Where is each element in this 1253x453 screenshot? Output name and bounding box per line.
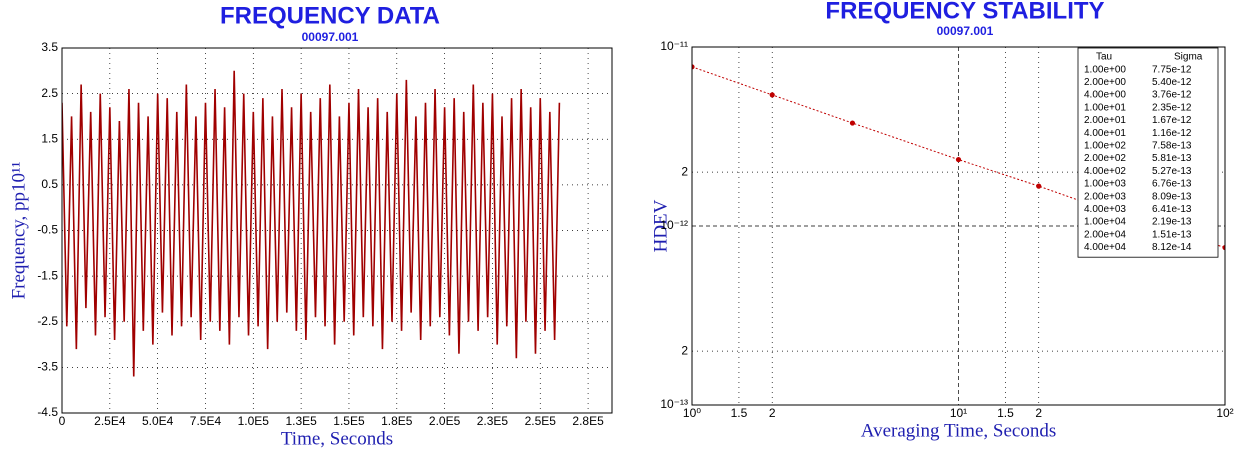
x-tick-label: 2 bbox=[1035, 406, 1042, 420]
table-sigma: 1.16e-12 bbox=[1152, 128, 1192, 139]
y-tick-label: 1.5 bbox=[41, 131, 58, 145]
plot-data bbox=[62, 70, 561, 377]
table-tau: 4.00e+04 bbox=[1084, 242, 1126, 253]
table-tau: 2.00e+04 bbox=[1084, 229, 1126, 240]
table-tau: 1.00e+02 bbox=[1084, 141, 1126, 152]
x-tick-label: 2 bbox=[769, 406, 776, 420]
table-tau: 1.00e+03 bbox=[1084, 179, 1126, 190]
x-tick-label: 2.0E5 bbox=[429, 414, 461, 428]
table-sigma: 6.41e-13 bbox=[1152, 204, 1192, 215]
data-point bbox=[1036, 183, 1042, 189]
x-tick-label: 2.5E5 bbox=[525, 414, 557, 428]
y-tick-label: 2 bbox=[681, 164, 688, 178]
y-axis-label: Frequency, pp10¹¹ bbox=[8, 161, 29, 299]
legend-table bbox=[1077, 47, 1219, 258]
y-tick-label: 10⁻¹³ bbox=[660, 397, 688, 411]
x-tick-label: 1.5 bbox=[731, 406, 748, 420]
table-tau: 4.00e+00 bbox=[1084, 90, 1126, 101]
y-tick-label: 10⁻¹¹ bbox=[660, 39, 688, 53]
x-tick-label: 7.5E4 bbox=[190, 414, 222, 428]
plot-frame bbox=[61, 47, 613, 414]
x-tick-label: 1.3E5 bbox=[285, 414, 317, 428]
x-axis-label: Averaging Time, Seconds bbox=[861, 420, 1056, 441]
data-point bbox=[1222, 244, 1225, 251]
y-tick-label: 2 bbox=[681, 343, 688, 357]
x-tick-label: 1.5E5 bbox=[333, 414, 365, 428]
table-sigma: 7.58e-13 bbox=[1152, 141, 1192, 152]
table-tau: 4.00e+02 bbox=[1084, 166, 1126, 177]
table-tau: 4.00e+01 bbox=[1084, 128, 1126, 139]
table-tau: 2.00e+00 bbox=[1084, 77, 1126, 88]
table-tau: 2.00e+02 bbox=[1084, 153, 1126, 164]
y-tick-label: -4.5 bbox=[37, 405, 58, 419]
data-point bbox=[849, 120, 856, 126]
y-tick-label: 3.5 bbox=[41, 40, 58, 54]
x-tick-label: 0 bbox=[59, 414, 66, 428]
x-tick-label: 1.8E5 bbox=[381, 414, 413, 428]
table-sigma: 8.09e-13 bbox=[1152, 191, 1192, 202]
table-sigma: 5.27e-13 bbox=[1152, 166, 1192, 177]
chart-subtitle: 00097.001 bbox=[302, 30, 359, 44]
plot-frame bbox=[691, 46, 1226, 406]
x-tick-label: 5.0E4 bbox=[142, 414, 174, 428]
x-tick-label: 10¹ bbox=[950, 406, 967, 420]
y-tick-label: -1.5 bbox=[37, 268, 58, 282]
chart-title: FREQUENCY DATA bbox=[220, 2, 440, 29]
table-sigma: 6.76e-13 bbox=[1152, 179, 1192, 190]
table-tau: 1.00e+01 bbox=[1084, 102, 1126, 113]
chart-title: FREQUENCY STABILITY bbox=[825, 0, 1104, 24]
table-sigma: 8.12e-14 bbox=[1152, 242, 1192, 253]
table-tau: 2.00e+03 bbox=[1084, 191, 1126, 202]
data-line bbox=[62, 70, 561, 377]
x-tick-label: 1.5 bbox=[997, 406, 1014, 420]
table-tau: 1.00e+04 bbox=[1084, 217, 1126, 228]
data-point bbox=[769, 92, 775, 98]
data-point bbox=[692, 64, 695, 70]
y-tick-label: 10⁻¹² bbox=[660, 218, 688, 232]
y-tick-label: -2.5 bbox=[37, 314, 58, 328]
table-sigma: 2.19e-13 bbox=[1152, 217, 1192, 228]
table-sigma: 7.75e-12 bbox=[1152, 64, 1192, 75]
y-tick-label: 0.5 bbox=[41, 177, 58, 191]
x-tick-label: 2.3E5 bbox=[477, 414, 509, 428]
table-sigma: 3.76e-12 bbox=[1152, 90, 1192, 101]
table-sigma: 5.40e-12 bbox=[1152, 77, 1192, 88]
table-sigma: 1.67e-12 bbox=[1152, 115, 1192, 126]
chart-subtitle: 00097.001 bbox=[937, 24, 994, 38]
table-sigma: 5.81e-13 bbox=[1152, 153, 1192, 164]
table-tau: 4.00e+03 bbox=[1084, 204, 1126, 215]
table-sigma: 1.51e-13 bbox=[1152, 229, 1192, 240]
x-tick-label: 1.0E5 bbox=[238, 414, 270, 428]
y-tick-label: 2.5 bbox=[41, 86, 58, 100]
y-tick-label: -0.5 bbox=[37, 223, 58, 237]
x-tick-label: 2.8E5 bbox=[572, 414, 604, 428]
x-tick-label: 10⁰ bbox=[683, 406, 701, 420]
data-point bbox=[955, 156, 962, 163]
y-axis-label: HDEV bbox=[650, 199, 671, 252]
table-sigma: 2.35e-12 bbox=[1152, 102, 1192, 113]
x-axis-label: Time, Seconds bbox=[281, 428, 393, 449]
table-tau: 1.00e+00 bbox=[1084, 64, 1126, 75]
x-tick-label: 2.5E4 bbox=[94, 414, 126, 428]
table-header: Sigma bbox=[1174, 52, 1203, 63]
table-tau: 2.00e+01 bbox=[1084, 115, 1126, 126]
x-tick-label: 10² bbox=[1216, 406, 1233, 420]
table-header: Tau bbox=[1096, 52, 1112, 63]
y-tick-label: -3.5 bbox=[37, 360, 58, 374]
